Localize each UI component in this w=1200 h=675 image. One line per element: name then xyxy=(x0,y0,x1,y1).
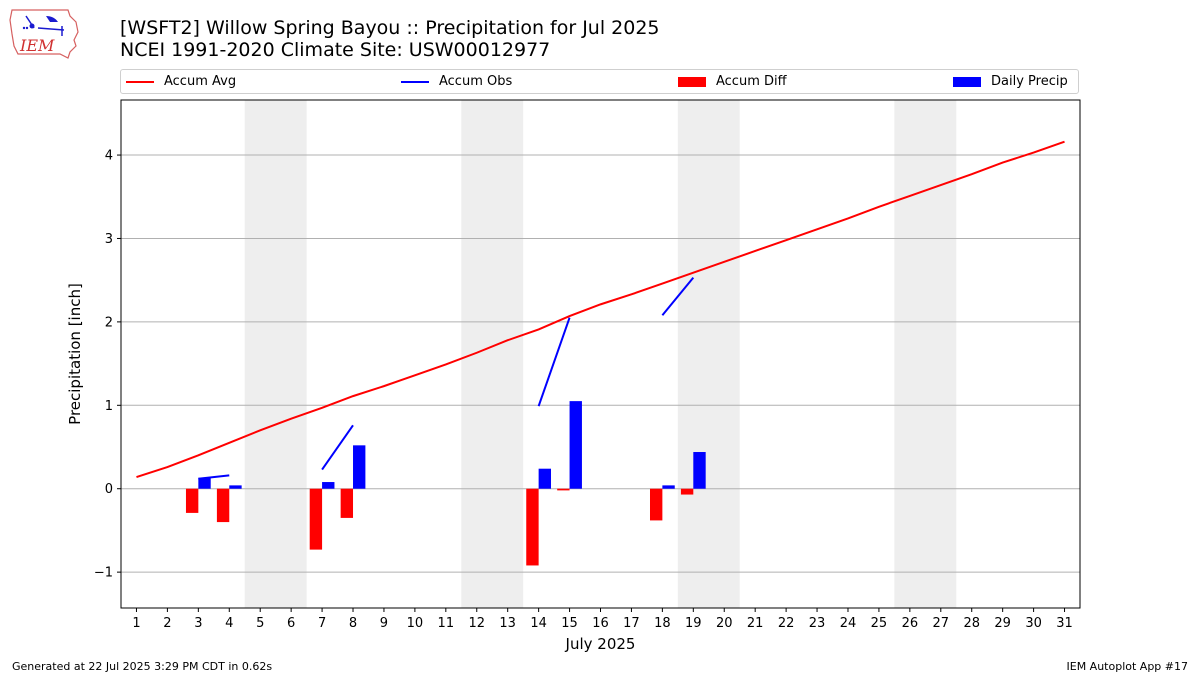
chart-subtitle: NCEI 1991-2020 Climate Site: USW00012977 xyxy=(120,39,551,61)
x-tick-label: 11 xyxy=(438,616,455,631)
legend-item-accum-avg: Accum Avg xyxy=(126,70,236,93)
accum-diff-bar xyxy=(557,488,570,491)
x-tick-label: 6 xyxy=(287,616,295,631)
y-tick-label: −1 xyxy=(94,566,113,581)
plot-frame xyxy=(120,99,1081,609)
x-tick-label: 2 xyxy=(163,616,171,631)
weekend-band xyxy=(461,100,524,608)
x-tick-label: 12 xyxy=(468,616,485,631)
iem-iowa-logo-icon: IEM xyxy=(9,9,79,59)
weekend-band xyxy=(894,100,957,608)
x-tick-label: 1 xyxy=(132,616,140,631)
accum-obs-line xyxy=(321,424,354,471)
y-tick-label: 4 xyxy=(105,149,113,164)
x-tick-label: 25 xyxy=(871,616,888,631)
y-tick-label: 1 xyxy=(105,399,113,414)
x-tick-label: 7 xyxy=(318,616,326,631)
x-tick-label: 3 xyxy=(194,616,202,631)
legend-item-accum-diff: Accum Diff xyxy=(678,70,787,93)
weekend-band xyxy=(244,100,307,608)
daily-precip-bar xyxy=(662,485,675,489)
x-tick-label: 4 xyxy=(225,616,233,631)
y-tick-label: 3 xyxy=(105,232,113,247)
y-tick-label: 0 xyxy=(105,482,113,497)
chart-legend: Accum Avg Accum Obs Accum Diff Daily Pre… xyxy=(120,69,1079,94)
accum-diff-bar xyxy=(216,488,230,523)
x-axis-label: July 2025 xyxy=(565,635,636,653)
accum-diff-bar xyxy=(340,488,354,518)
x-tick-label: 16 xyxy=(592,616,609,631)
x-tick-label: 19 xyxy=(685,616,702,631)
x-tick-label: 17 xyxy=(623,616,640,631)
x-tick-label: 10 xyxy=(407,616,424,631)
legend-label-accum-diff: Accum Diff xyxy=(716,74,787,89)
accum-diff-bar xyxy=(309,488,323,550)
x-tick-label: 24 xyxy=(840,616,857,631)
accum-diff-bar xyxy=(680,488,694,495)
x-tick-label: 29 xyxy=(994,616,1011,631)
legend-item-daily-precip: Daily Precip xyxy=(953,70,1068,93)
y-tick-label: 2 xyxy=(105,315,113,330)
accum-obs-line xyxy=(537,317,571,407)
legend-item-accum-obs: Accum Obs xyxy=(401,70,512,93)
legend-swatch-accum-avg xyxy=(126,80,154,83)
accum-diff-bar xyxy=(649,488,663,521)
x-tick-label: 31 xyxy=(1056,616,1073,631)
daily-precip-bar xyxy=(229,485,242,489)
x-tick-label: 30 xyxy=(1025,616,1042,631)
legend-swatch-accum-diff xyxy=(678,76,706,87)
daily-precip-bar xyxy=(353,445,366,489)
x-tick-label: 13 xyxy=(499,616,516,631)
svg-text:IEM: IEM xyxy=(19,36,55,55)
legend-label-daily-precip: Daily Precip xyxy=(991,74,1068,89)
x-tick-label: 28 xyxy=(963,616,980,631)
x-tick-label: 20 xyxy=(716,616,733,631)
x-tick-label: 23 xyxy=(809,616,826,631)
chart-title: [WSFT2] Willow Spring Bayou :: Precipita… xyxy=(120,17,660,39)
x-tick-label: 8 xyxy=(349,616,357,631)
y-axis-label: Precipitation [inch] xyxy=(66,283,84,425)
daily-precip-bar xyxy=(322,482,335,489)
daily-precip-bar xyxy=(693,452,706,489)
x-tick-label: 21 xyxy=(747,616,764,631)
x-tick-label: 9 xyxy=(380,616,388,631)
x-tick-label: 26 xyxy=(902,616,919,631)
x-tick-label: 15 xyxy=(561,616,578,631)
accum-obs-line xyxy=(198,474,230,480)
x-tick-label: 14 xyxy=(530,616,547,631)
accum-obs-line xyxy=(661,277,695,316)
accum-avg-line xyxy=(136,140,1065,478)
x-tick-label: 27 xyxy=(933,616,950,631)
app-footer: IEM Autoplot App #17 xyxy=(1066,660,1189,673)
accum-diff-bar xyxy=(526,488,539,566)
legend-swatch-daily-precip xyxy=(953,76,981,87)
daily-precip-bar xyxy=(538,468,552,489)
daily-precip-bar xyxy=(198,477,211,489)
x-tick-label: 18 xyxy=(654,616,671,631)
x-tick-label: 5 xyxy=(256,616,264,631)
legend-label-accum-avg: Accum Avg xyxy=(164,74,237,89)
accum-diff-bar xyxy=(185,488,199,513)
x-tick-label: 22 xyxy=(778,616,795,631)
weekend-band xyxy=(677,100,740,608)
daily-precip-bar xyxy=(569,401,582,489)
generated-footer: Generated at 22 Jul 2025 3:29 PM CDT in … xyxy=(12,660,273,673)
legend-swatch-accum-obs xyxy=(401,80,429,83)
legend-label-accum-obs: Accum Obs xyxy=(439,74,513,89)
